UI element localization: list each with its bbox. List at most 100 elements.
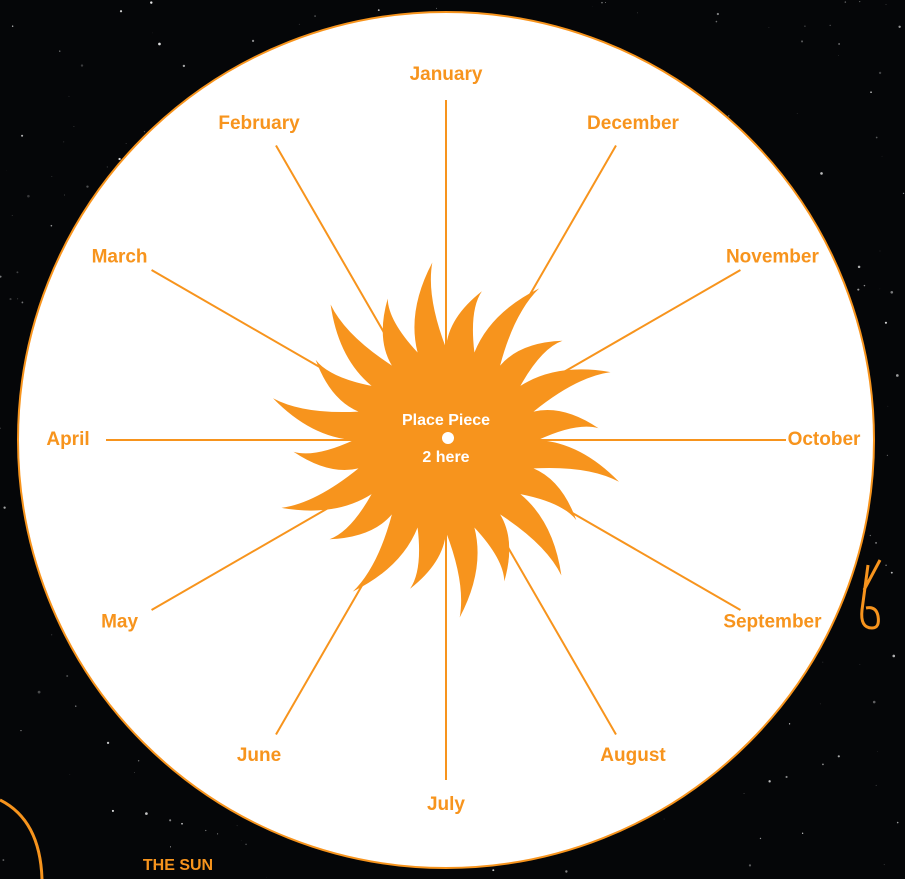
star [830, 25, 831, 26]
star [885, 565, 887, 567]
month-label: July [427, 794, 465, 815]
month-label: November [726, 247, 820, 268]
star [884, 864, 885, 865]
star [860, 664, 861, 665]
star [858, 266, 861, 269]
star [565, 870, 567, 872]
star [873, 701, 876, 704]
star [252, 40, 254, 42]
star [716, 21, 718, 23]
star [875, 542, 877, 544]
star [245, 844, 246, 845]
star [120, 10, 122, 12]
month-label: October [788, 429, 861, 450]
star [882, 156, 883, 157]
star [134, 772, 135, 773]
star [822, 764, 824, 766]
star [51, 176, 52, 177]
star [876, 785, 877, 786]
center-label: 2 here [422, 449, 469, 466]
star [38, 691, 41, 694]
star [81, 64, 83, 66]
star [898, 26, 900, 28]
star [749, 864, 751, 866]
star [16, 271, 18, 273]
star [64, 142, 65, 143]
star [112, 810, 114, 812]
star [797, 113, 798, 114]
month-label: June [237, 745, 281, 766]
month-label: March [92, 247, 148, 268]
star [205, 830, 206, 831]
star [436, 8, 437, 9]
month-label: May [101, 612, 138, 633]
star [145, 812, 148, 815]
star [12, 25, 13, 26]
footer-title: THE SUN [143, 857, 213, 874]
star [75, 705, 76, 706]
star [64, 195, 65, 196]
month-label: February [218, 113, 300, 134]
star [820, 172, 823, 175]
star [2, 859, 4, 861]
star [59, 50, 60, 51]
star [138, 760, 139, 761]
star [802, 833, 803, 834]
star [12, 215, 13, 216]
star [51, 635, 52, 636]
star [601, 2, 603, 4]
center-dot [442, 432, 454, 444]
star [845, 1, 846, 2]
star [150, 1, 152, 3]
star [801, 40, 803, 42]
star [886, 4, 887, 5]
star [804, 26, 805, 27]
star [789, 723, 790, 724]
star [859, 1, 860, 2]
star [183, 65, 185, 67]
star [3, 507, 5, 509]
star [822, 662, 823, 663]
star [717, 13, 719, 15]
star [69, 96, 70, 97]
star [768, 780, 770, 782]
star [903, 193, 904, 194]
star [744, 793, 745, 794]
star [20, 730, 21, 731]
star [144, 131, 145, 132]
star [760, 838, 761, 839]
star [181, 823, 183, 825]
star [870, 91, 872, 93]
star [876, 137, 878, 139]
star [74, 126, 75, 127]
star [86, 185, 88, 187]
star [107, 742, 109, 744]
star [890, 291, 893, 294]
month-label: August [600, 745, 666, 766]
star [66, 675, 68, 677]
star [838, 43, 840, 45]
star [170, 846, 171, 847]
star [492, 869, 494, 871]
star [887, 455, 888, 456]
star [892, 655, 895, 658]
star [605, 2, 606, 3]
star [637, 12, 638, 13]
star [126, 143, 127, 144]
star [299, 24, 300, 25]
star [785, 776, 787, 778]
star [118, 158, 120, 160]
star [896, 374, 899, 377]
star [864, 285, 865, 286]
star [237, 825, 238, 826]
star [17, 298, 18, 299]
star [315, 16, 316, 17]
star [891, 572, 893, 574]
star [51, 225, 53, 227]
star [217, 833, 218, 834]
star [820, 704, 821, 705]
star [728, 115, 729, 116]
star [158, 43, 161, 46]
star [152, 33, 153, 34]
star [879, 72, 881, 74]
